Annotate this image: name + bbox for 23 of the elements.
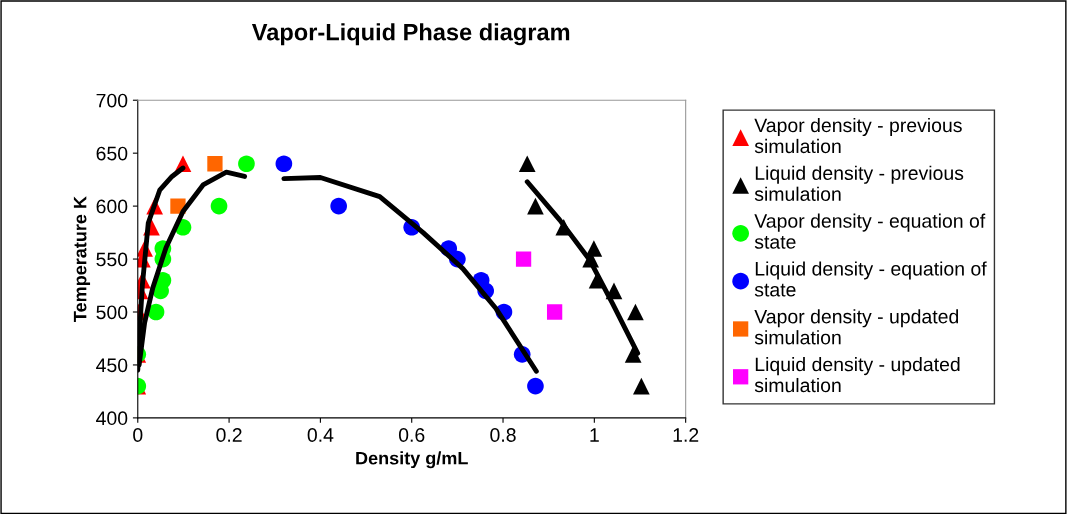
chart-title: Vapor-Liquid Phase diagram [251,23,570,46]
y-tick-label: 450 [96,358,128,373]
x-tick-label: 0.6 [398,428,425,442]
x-tick-label: 1.2 [673,428,699,442]
y-tick-label: 700 [96,93,128,108]
x-tick-label: 0.8 [490,428,516,442]
y-tick-label: 400 [96,411,128,426]
y-tick-label: 600 [96,199,128,214]
x-tick-label: 0.4 [307,428,334,442]
legend-label: Liquid density - updated simulation [754,357,960,393]
legend-label: Liquid density - previous simulation [754,165,964,201]
legend-label: Liquid density - equation of state [754,261,987,297]
y-tick-label: 550 [96,252,128,267]
x-tick-label: 0 [133,428,143,442]
x-tick-label: 1 [590,428,599,442]
y-axis-title: Temperature K [73,196,91,322]
legend-label: Vapor density - updated simulation [754,309,959,345]
x-axis-title: Density g/mL [356,451,468,469]
legend-label: Vapor density - previous simulation [754,117,962,154]
legend-label: Vapor density - equation of state [754,213,986,249]
x-tick-label: 0.2 [216,428,242,442]
y-tick-label: 650 [96,146,128,161]
y-tick-label: 500 [96,305,128,320]
